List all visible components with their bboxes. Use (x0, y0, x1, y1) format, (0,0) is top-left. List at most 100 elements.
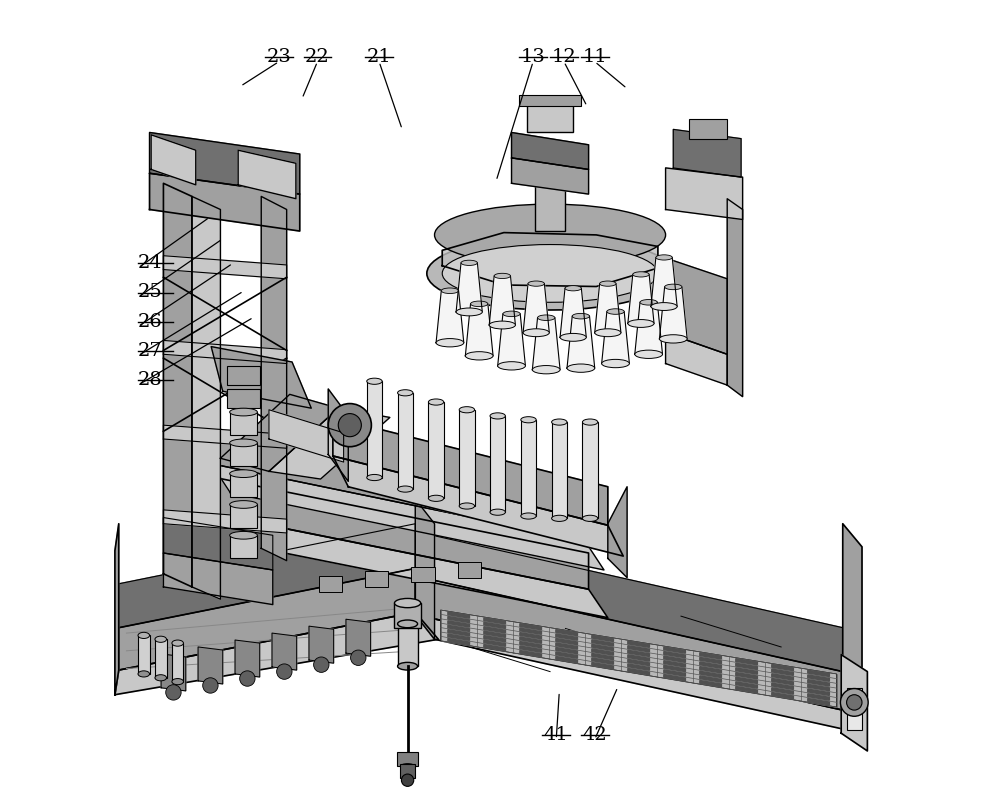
Ellipse shape (659, 335, 687, 343)
Polygon shape (448, 626, 469, 631)
Polygon shape (520, 633, 541, 639)
Polygon shape (664, 670, 685, 676)
Polygon shape (628, 664, 649, 670)
Polygon shape (700, 658, 721, 664)
Ellipse shape (582, 419, 598, 425)
Polygon shape (532, 318, 560, 370)
Polygon shape (520, 646, 541, 652)
Ellipse shape (538, 315, 555, 320)
Polygon shape (436, 291, 464, 343)
Polygon shape (119, 569, 415, 670)
Ellipse shape (521, 513, 536, 519)
Polygon shape (261, 196, 287, 561)
Bar (155, 639, 167, 678)
Text: 42: 42 (582, 726, 607, 743)
Ellipse shape (459, 407, 475, 413)
Polygon shape (150, 132, 300, 194)
Polygon shape (151, 135, 196, 185)
Polygon shape (512, 158, 589, 194)
Polygon shape (448, 638, 469, 645)
Polygon shape (772, 678, 793, 685)
Polygon shape (664, 674, 685, 681)
Ellipse shape (172, 678, 183, 685)
Ellipse shape (490, 413, 505, 419)
Polygon shape (843, 524, 862, 733)
Circle shape (277, 664, 292, 679)
Polygon shape (700, 666, 721, 673)
Polygon shape (465, 304, 493, 356)
Bar (230, 473, 257, 497)
Bar (519, 95, 581, 107)
Polygon shape (592, 649, 613, 655)
Polygon shape (673, 130, 741, 177)
Polygon shape (772, 692, 793, 699)
Ellipse shape (521, 417, 536, 423)
Ellipse shape (398, 486, 413, 492)
Polygon shape (415, 531, 843, 671)
Ellipse shape (595, 328, 621, 336)
Ellipse shape (230, 531, 257, 539)
Polygon shape (556, 652, 577, 658)
Ellipse shape (155, 636, 167, 642)
Text: 12: 12 (552, 48, 576, 66)
Bar (319, 576, 342, 591)
Polygon shape (161, 654, 186, 690)
Bar (490, 416, 505, 512)
Polygon shape (556, 630, 577, 636)
Polygon shape (700, 653, 721, 659)
Polygon shape (484, 631, 505, 638)
Ellipse shape (398, 662, 418, 670)
Bar (367, 381, 382, 477)
Polygon shape (602, 312, 629, 364)
Polygon shape (211, 464, 604, 570)
Polygon shape (592, 658, 613, 664)
Polygon shape (235, 640, 260, 677)
Polygon shape (664, 661, 685, 667)
Polygon shape (700, 671, 721, 678)
Circle shape (203, 678, 218, 693)
Ellipse shape (565, 286, 581, 291)
Text: 22: 22 (305, 48, 330, 66)
Ellipse shape (428, 495, 444, 501)
Polygon shape (808, 684, 829, 690)
Ellipse shape (155, 674, 167, 681)
Polygon shape (415, 614, 862, 733)
Polygon shape (441, 610, 837, 707)
Bar (458, 562, 481, 578)
Polygon shape (484, 645, 505, 650)
Polygon shape (772, 688, 793, 694)
Polygon shape (269, 409, 390, 479)
Polygon shape (772, 669, 793, 675)
Ellipse shape (465, 352, 493, 360)
Ellipse shape (367, 474, 382, 481)
Polygon shape (560, 288, 586, 337)
Bar (552, 422, 567, 518)
Text: 41: 41 (544, 726, 569, 743)
Polygon shape (666, 332, 727, 385)
Bar (398, 392, 413, 489)
Ellipse shape (656, 255, 672, 260)
Ellipse shape (230, 470, 257, 477)
Polygon shape (567, 316, 595, 368)
Ellipse shape (441, 288, 459, 293)
Ellipse shape (230, 439, 257, 447)
Polygon shape (163, 517, 273, 570)
Polygon shape (220, 394, 338, 471)
Polygon shape (415, 499, 435, 639)
Polygon shape (772, 664, 793, 670)
Bar (428, 402, 444, 498)
Polygon shape (163, 510, 287, 533)
Text: 25: 25 (138, 284, 163, 301)
Ellipse shape (490, 509, 505, 515)
Polygon shape (736, 682, 757, 688)
Polygon shape (163, 425, 287, 449)
Polygon shape (272, 633, 297, 670)
Polygon shape (808, 675, 829, 682)
Ellipse shape (600, 281, 616, 286)
Bar (411, 567, 435, 582)
Polygon shape (484, 618, 505, 624)
Polygon shape (448, 612, 469, 618)
Bar (459, 410, 475, 506)
Ellipse shape (635, 350, 663, 359)
Polygon shape (592, 640, 613, 646)
